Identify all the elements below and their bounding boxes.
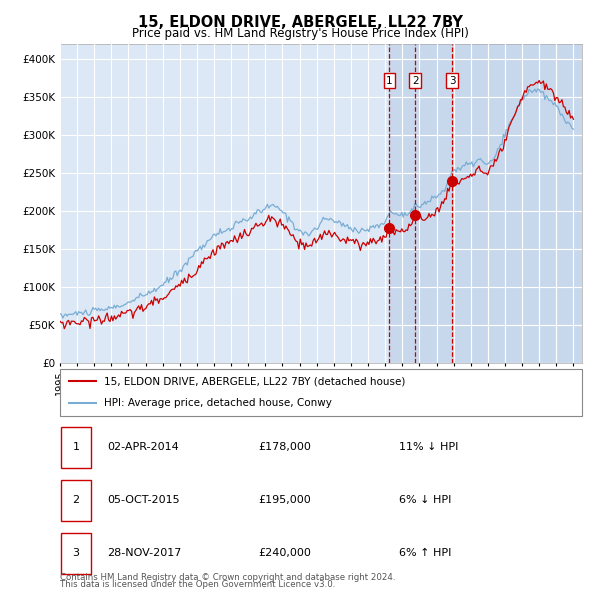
Text: 1: 1 [73,442,80,452]
Text: Contains HM Land Registry data © Crown copyright and database right 2024.: Contains HM Land Registry data © Crown c… [60,573,395,582]
FancyBboxPatch shape [61,480,91,521]
Text: £240,000: £240,000 [259,548,311,558]
Text: 05-OCT-2015: 05-OCT-2015 [107,495,179,505]
Text: 2: 2 [412,76,419,86]
Text: £195,000: £195,000 [259,495,311,505]
Text: 11% ↓ HPI: 11% ↓ HPI [400,442,458,452]
FancyBboxPatch shape [61,427,91,468]
Text: This data is licensed under the Open Government Licence v3.0.: This data is licensed under the Open Gov… [60,581,335,589]
Text: 2: 2 [73,495,80,505]
Bar [389,44,582,363]
Text: 6% ↑ HPI: 6% ↑ HPI [400,548,452,558]
Text: 02-APR-2014: 02-APR-2014 [107,442,179,452]
Text: 15, ELDON DRIVE, ABERGELE, LL22 7BY: 15, ELDON DRIVE, ABERGELE, LL22 7BY [137,15,463,30]
FancyBboxPatch shape [61,533,91,574]
Text: HPI: Average price, detached house, Conwy: HPI: Average price, detached house, Conw… [104,398,332,408]
Text: 6% ↓ HPI: 6% ↓ HPI [400,495,452,505]
Text: 1: 1 [386,76,393,86]
Text: 15, ELDON DRIVE, ABERGELE, LL22 7BY (detached house): 15, ELDON DRIVE, ABERGELE, LL22 7BY (det… [104,376,406,386]
FancyBboxPatch shape [60,369,582,416]
Text: £178,000: £178,000 [259,442,311,452]
Text: 28-NOV-2017: 28-NOV-2017 [107,548,181,558]
Text: Price paid vs. HM Land Registry's House Price Index (HPI): Price paid vs. HM Land Registry's House … [131,27,469,40]
Text: 3: 3 [449,76,455,86]
Text: 3: 3 [73,548,80,558]
